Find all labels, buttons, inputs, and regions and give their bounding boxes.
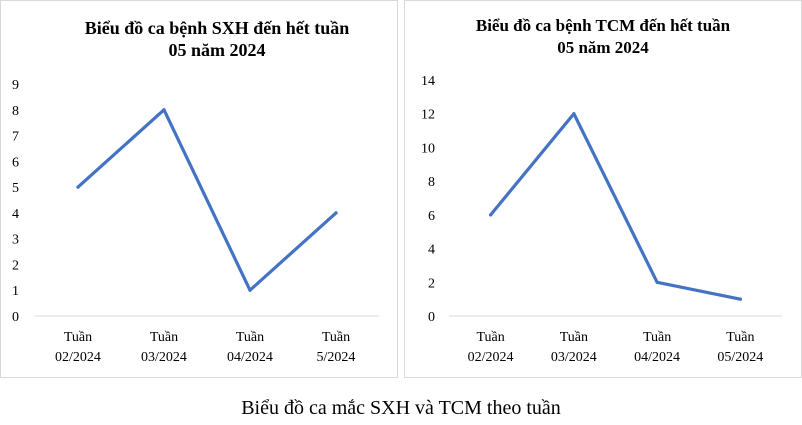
sxh-x-category-label: Tuần [150, 330, 178, 345]
tcm-x-category-label: Tuần [560, 330, 588, 345]
tcm-line-chart: 0 2 4 6 8 10 12 14 Tuần 02/2024 Tuần 03/2024 Tuần 04/… [421, 74, 782, 365]
tcm-chart-title-line-2: 05 năm 2024 [557, 38, 649, 57]
sxh-y-tick-label: 9 [12, 78, 19, 93]
sxh-chart-title-line-1: Biểu đồ ca bệnh SXH đến hết tuần [84, 18, 350, 38]
tcm-y-tick-label: 14 [421, 74, 435, 89]
tcm-x-category-label: 02/2024 [468, 350, 514, 365]
tcm-x-category-label: Tuần [476, 330, 504, 345]
sxh-line-chart: 0 1 2 3 4 5 6 7 8 9 Tuần 02/2024 Tuần 03/2024 Tuần 04/2… [12, 78, 379, 365]
sxh-y-tick-label: 4 [12, 207, 19, 222]
sxh-data-point [248, 288, 252, 292]
sxh-data-point [76, 185, 80, 189]
tcm-x-category-label: Tuần [643, 330, 671, 345]
sxh-x-category-label: 02/2024 [55, 350, 101, 365]
tcm-x-category-label: 03/2024 [551, 350, 597, 365]
tcm-data-point [655, 280, 659, 284]
sxh-y-tick-label: 5 [12, 181, 19, 196]
sxh-x-category-label: Tuần [236, 330, 264, 345]
tcm-y-tick-label: 0 [428, 310, 435, 325]
sxh-y-tick-label: 7 [12, 130, 19, 145]
sxh-data-point [334, 211, 338, 215]
sxh-x-category-label: 5/2024 [317, 350, 356, 365]
sxh-x-category-label: Tuần [322, 330, 350, 345]
sxh-x-category-label: Tuần [64, 330, 92, 345]
tcm-x-category-label: 05/2024 [717, 350, 763, 365]
tcm-chart-title-line-1: Biểu đồ ca bệnh TCM đến hết tuần [475, 16, 731, 35]
sxh-y-tick-label: 3 [12, 233, 19, 248]
sxh-y-tick-label: 1 [12, 284, 19, 299]
tcm-y-tick-label: 12 [421, 108, 435, 123]
tcm-y-tick-label: 4 [428, 243, 435, 258]
tcm-chart-title: Biểu đồ ca bệnh TCM đến hết tuần 05 năm … [405, 15, 801, 59]
tcm-data-point [738, 297, 742, 301]
tcm-y-tick-label: 2 [428, 276, 435, 291]
sxh-chart-title: Biểu đồ ca bệnh SXH đến hết tuần 05 năm … [1, 17, 397, 61]
sxh-series-line [76, 108, 338, 292]
tcm-y-tick-label: 10 [421, 141, 435, 156]
figure-caption: Biểu đồ ca mắc SXH và TCM theo tuần [241, 397, 561, 419]
sxh-y-tick-label: 2 [12, 258, 19, 273]
tcm-y-tick-label: 6 [428, 209, 435, 224]
sxh-x-category-label: 03/2024 [141, 350, 187, 365]
tcm-x-category-label: 04/2024 [634, 350, 680, 365]
sxh-data-point [162, 108, 166, 112]
tcm-data-point [489, 213, 493, 217]
tcm-chart-panel: Biểu đồ ca bệnh TCM đến hết tuần 05 năm … [404, 0, 802, 378]
sxh-x-category-label: 04/2024 [227, 350, 273, 365]
tcm-data-point [572, 112, 576, 116]
sxh-chart-panel: Biểu đồ ca bệnh SXH đến hết tuần 05 năm … [0, 0, 398, 378]
tcm-series-line [489, 112, 742, 301]
sxh-y-tick-label: 6 [12, 155, 19, 170]
tcm-y-tick-label: 8 [428, 175, 435, 190]
sxh-y-tick-label: 8 [12, 104, 19, 119]
sxh-chart-title-line-2: 05 năm 2024 [168, 40, 266, 60]
sxh-y-tick-label: 0 [12, 310, 19, 325]
tcm-x-category-label: Tuần [726, 330, 754, 345]
